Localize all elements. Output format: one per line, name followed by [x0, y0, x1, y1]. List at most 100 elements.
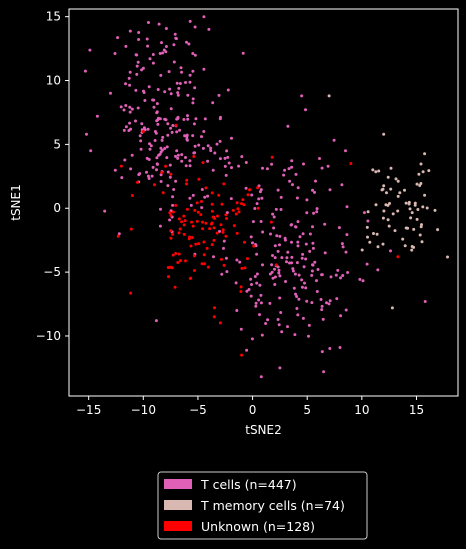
data-point [128, 70, 132, 74]
data-point [211, 168, 215, 172]
data-point [208, 227, 212, 231]
data-point [327, 302, 331, 306]
data-point [193, 53, 197, 57]
data-point [318, 157, 321, 160]
data-point [259, 293, 263, 297]
data-point [210, 191, 214, 195]
data-point [135, 64, 139, 68]
data-point [423, 300, 427, 303]
data-point [341, 245, 345, 249]
data-point [166, 184, 170, 188]
data-point [446, 255, 449, 259]
x-axis-label: tSNE2 [245, 423, 282, 437]
data-point [191, 97, 195, 101]
legend-entry: T memory cells (n=74) [200, 498, 345, 513]
data-point [186, 93, 190, 97]
data-point [203, 195, 207, 199]
data-point [151, 61, 155, 65]
data-point [158, 224, 162, 228]
data-point [297, 297, 301, 301]
data-point [241, 51, 245, 55]
data-point [177, 231, 181, 235]
data-point [268, 301, 272, 305]
data-point [191, 101, 195, 105]
data-point [176, 91, 180, 95]
data-point [224, 256, 228, 260]
data-point [279, 311, 283, 314]
data-point [141, 130, 145, 134]
data-point [240, 353, 244, 357]
data-point [158, 117, 162, 121]
legend-entry: Unknown (n=128) [201, 519, 315, 534]
data-point [199, 213, 203, 217]
data-point [420, 240, 424, 244]
data-point [381, 216, 385, 220]
data-point [225, 149, 229, 153]
data-point [188, 159, 192, 163]
data-point [257, 298, 261, 302]
data-point [154, 131, 158, 135]
data-point [180, 153, 184, 157]
x-tick-label: −15 [76, 403, 101, 417]
data-point [338, 346, 342, 349]
data-point [175, 81, 179, 85]
data-point [201, 227, 205, 231]
data-point [147, 21, 150, 24]
y-tick-label: 5 [53, 137, 61, 151]
data-point [170, 130, 174, 134]
data-point [134, 88, 138, 92]
data-point [162, 48, 166, 52]
data-point [123, 158, 127, 162]
data-point [423, 193, 427, 197]
data-point [376, 245, 380, 249]
data-point [234, 212, 238, 216]
data-point [176, 156, 180, 160]
axes-layer: −15 −10 −5 0 5 10 15 −10 −5 0 5 10 15 [36, 10, 424, 417]
data-point [264, 322, 268, 325]
data-point [247, 288, 251, 291]
data-point [237, 210, 241, 214]
data-point [374, 170, 378, 174]
data-point [128, 110, 132, 114]
data-point [204, 186, 208, 190]
data-point [169, 126, 173, 130]
y-tick-label: 0 [53, 201, 61, 215]
data-point [168, 175, 172, 179]
data-point [210, 202, 214, 206]
data-point [177, 86, 181, 90]
data-point [393, 229, 397, 233]
data-point [280, 256, 284, 260]
data-point [310, 301, 314, 305]
data-point [129, 227, 133, 231]
data-point [229, 197, 233, 201]
data-point [195, 201, 199, 205]
data-point [421, 170, 425, 174]
data-point [152, 105, 156, 109]
data-point [164, 45, 168, 48]
data-point [135, 53, 139, 57]
data-point [156, 88, 160, 91]
data-point [222, 239, 226, 243]
data-point [408, 207, 412, 211]
data-point [287, 167, 291, 171]
data-point [193, 144, 197, 148]
data-point [160, 171, 164, 174]
data-point [124, 82, 127, 86]
data-point [166, 266, 170, 269]
data-point [303, 281, 306, 285]
data-point [196, 210, 200, 214]
data-point [145, 170, 148, 174]
data-point [227, 161, 231, 165]
data-point [320, 166, 324, 170]
data-point [145, 37, 149, 41]
data-point [312, 211, 316, 215]
data-point [168, 87, 172, 91]
data-point [389, 249, 392, 253]
data-point [168, 163, 172, 167]
data-point [296, 240, 300, 244]
data-point [217, 193, 221, 197]
data-point [191, 134, 195, 138]
data-point [340, 183, 344, 187]
data-point [278, 274, 282, 278]
data-point [313, 260, 317, 264]
